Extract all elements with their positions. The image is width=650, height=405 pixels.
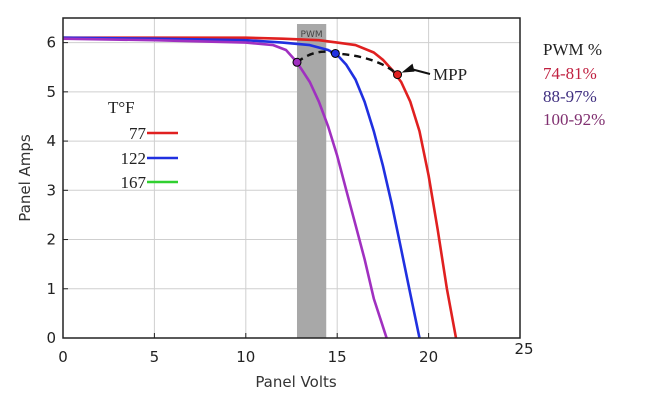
pwm-table-row-2: 100-92% [543, 110, 605, 129]
pwm-band-label: PWM [301, 30, 323, 40]
y-axis-label: Panel Amps [16, 134, 34, 222]
legend-label-1: 122 [121, 149, 147, 168]
mpp-arrow-head [401, 63, 415, 73]
pwm-table-row-1: 88-97% [543, 87, 597, 106]
pwm-table: 74-81% 88-97% 100-92% [543, 64, 605, 129]
pwm-table-title: PWM % [543, 40, 602, 59]
mpp-point-0 [393, 70, 403, 80]
y-tick-label-1: 1 [46, 280, 56, 298]
x-axis-label: Panel Volts [255, 373, 337, 391]
x-tick-label-1: 5 [150, 348, 160, 366]
y-tick-label-5: 5 [46, 83, 56, 101]
plot-frame [62, 17, 521, 339]
series-line-1 [62, 36, 421, 339]
mpp-point-1 [330, 48, 340, 58]
series-line-0 [63, 36, 458, 339]
legend-label-2: 167 [121, 173, 147, 192]
mpp-label: MPP [433, 65, 467, 84]
legend-label-0: 77 [129, 124, 147, 143]
y-tick-label-3: 3 [46, 181, 56, 199]
tick-labels: 0 5 10 15 20 25 0 1 2 3 4 5 6 [46, 34, 533, 366]
pwm-table-row-0: 74-81% [543, 64, 597, 83]
series-line-2 [62, 37, 388, 339]
x-tick-label-3: 15 [328, 348, 347, 366]
x-tick-label-2: 10 [236, 348, 255, 366]
x-tick-label-5: 25 [514, 340, 533, 358]
pwm-band-rect [296, 24, 327, 338]
y-tick-label-0: 0 [46, 329, 56, 347]
x-tick-label-0: 0 [58, 348, 68, 366]
x-tick-label-4: 20 [419, 348, 438, 366]
series-lines [62, 36, 458, 339]
pwm-band: PWM [296, 24, 327, 338]
y-tick-label-6: 6 [46, 34, 56, 52]
grid [62, 18, 521, 339]
mpp-markers [292, 48, 431, 80]
y-tick-label-4: 4 [46, 132, 56, 150]
y-tick-label-2: 2 [46, 231, 56, 249]
legend: 77 122 167 [121, 124, 178, 192]
legend-title: T°F [108, 98, 135, 117]
mpp-point-2 [292, 57, 302, 67]
